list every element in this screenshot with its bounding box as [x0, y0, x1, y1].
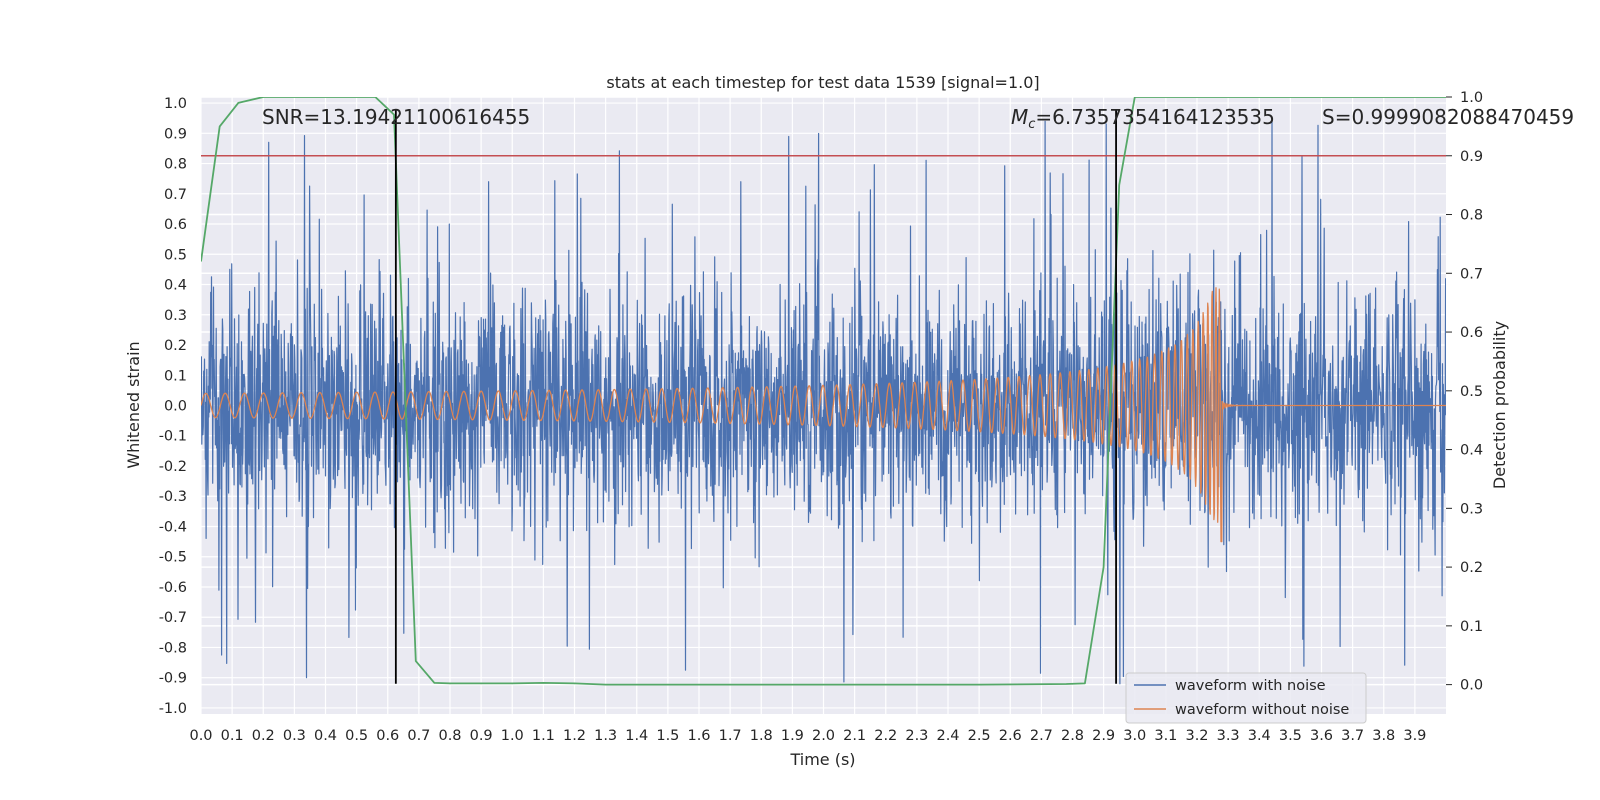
x-tick-label: 0.1 [221, 728, 244, 744]
y-tick-label: 0.4 [164, 278, 187, 294]
x-tick-label: 3.4 [1248, 728, 1271, 744]
x-tick-label: 3.5 [1279, 728, 1302, 744]
legend-label-clean: waveform without noise [1175, 702, 1349, 718]
legend: waveform with noise waveform without noi… [1125, 672, 1367, 724]
x-tick-label: 2.9 [1092, 728, 1115, 744]
y2-axis-label: Detection probability [1490, 321, 1509, 489]
y-tick-label: 0.6 [164, 217, 187, 233]
x-tick-label: 0.4 [314, 728, 337, 744]
x-tick-label: 3.6 [1310, 728, 1333, 744]
x-tick-label: 0.0 [189, 728, 212, 744]
y-tick-label: 0.9 [164, 126, 187, 142]
series-waveform-with-noise [201, 119, 1446, 685]
x-tick-label: 2.4 [936, 728, 959, 744]
y-axis-label: Whitened strain [124, 341, 143, 468]
x-tick-label: 3.8 [1372, 728, 1395, 744]
y-tick-label: 0.2 [164, 338, 187, 354]
x-tick-label: 1.6 [687, 728, 710, 744]
y2-tick-label: 0.6 [1460, 325, 1483, 341]
x-tick-label: 1.0 [501, 728, 524, 744]
x-tick-label: 2.2 [874, 728, 897, 744]
y2-tick-label: 0.5 [1460, 384, 1483, 400]
y-tick-label: -0.3 [159, 489, 187, 505]
x-tick-label: 2.3 [905, 728, 928, 744]
y-tick-label: 0.3 [164, 308, 187, 324]
x-tick-label: 2.6 [999, 728, 1022, 744]
y-tick-label: -1.0 [159, 701, 187, 717]
y2-tick-label: 0.7 [1460, 266, 1483, 282]
y2-tick-label: 1.0 [1460, 90, 1483, 106]
x-tick-label: 3.7 [1341, 728, 1364, 744]
x-tick-label: 1.3 [594, 728, 617, 744]
legend-box [1125, 672, 1367, 724]
y2-tick-label: 0.4 [1460, 443, 1483, 459]
s-annotation: S=0.9999082088470459 [1322, 105, 1574, 129]
y-tick-label: -0.2 [159, 459, 187, 475]
y2-tick-label: 0.3 [1460, 501, 1483, 517]
y-tick-label: -0.1 [159, 429, 187, 445]
x-tick-label: 1.9 [781, 728, 804, 744]
x-tick-label: 2.7 [1030, 728, 1053, 744]
x-tick-label: 1.4 [625, 728, 648, 744]
mc-subscript: c [1028, 117, 1035, 132]
mc-value: =6.7357354164123535 [1035, 105, 1274, 129]
y2-tick-label: 0.0 [1460, 678, 1483, 694]
x-tick-label: 0.3 [283, 728, 306, 744]
x-tick-label: 2.1 [843, 728, 866, 744]
x-tick-label: 0.2 [252, 728, 275, 744]
y-tick-label: 0.1 [164, 368, 187, 384]
chart-title: stats at each timestep for test data 153… [606, 73, 1039, 92]
y2-axis-ticks: 1.0 0.9 0.8 0.7 0.6 0.5 0.4 0.3 0.2 0.1 0.0 [1446, 90, 1483, 694]
y-tick-label: -0.8 [159, 640, 187, 656]
x-tick-label: 3.0 [1123, 728, 1146, 744]
y2-tick-label: 0.2 [1460, 560, 1483, 576]
x-tick-label: 1.7 [719, 728, 742, 744]
y2-tick-label: 0.8 [1460, 208, 1483, 224]
y-tick-label: -0.4 [159, 519, 187, 535]
y-tick-label: -0.5 [159, 550, 187, 566]
snr-annotation: SNR=13.19421100616455 [262, 105, 530, 129]
y-tick-label: 1.0 [164, 96, 187, 112]
x-tick-label: 0.6 [376, 728, 399, 744]
event-markers [394, 109, 1117, 684]
mc-symbol: M [1011, 105, 1028, 129]
x-tick-label: 1.8 [750, 728, 773, 744]
x-axis-label: Time (s) [789, 750, 855, 769]
y-tick-label: 0.7 [164, 187, 187, 203]
series-waveform-without-noise [201, 287, 1446, 543]
x-tick-label: 3.3 [1217, 728, 1240, 744]
y-axis-ticks: 1.0 0.9 0.8 0.7 0.6 0.5 0.4 0.3 0.2 0.1 0.0 -0.1 -0.… [159, 96, 187, 717]
mc-annotation: Mc=6.7357354164123535 [1011, 105, 1275, 132]
x-tick-label: 2.8 [1061, 728, 1084, 744]
x-tick-label: 3.9 [1403, 728, 1426, 744]
x-tick-label: 1.5 [656, 728, 679, 744]
x-tick-label: 3.1 [1154, 728, 1177, 744]
series-detection-probability [201, 97, 1446, 686]
y2-tick-label: 0.9 [1460, 149, 1483, 165]
y-tick-label: 0.8 [164, 157, 187, 173]
y-tick-label: -0.6 [159, 580, 187, 596]
x-tick-label: 1.1 [532, 728, 555, 744]
y-tick-label: -0.9 [159, 671, 187, 687]
legend-label-noise: waveform with noise [1175, 678, 1326, 694]
x-axis-ticks: 0.0 0.1 0.2 0.3 0.4 0.5 0.6 0.7 0.8 0.9 1.0 1.1 1.2 1… [189, 728, 1426, 744]
x-tick-label: 3.2 [1185, 728, 1208, 744]
x-tick-label: 0.5 [345, 728, 368, 744]
x-tick-label: 0.9 [470, 728, 493, 744]
y-tick-label: -0.7 [159, 610, 187, 626]
y-tick-label: 0.5 [164, 247, 187, 263]
x-tick-label: 0.7 [407, 728, 430, 744]
x-tick-label: 0.8 [438, 728, 461, 744]
x-tick-label: 2.0 [812, 728, 835, 744]
y-tick-label: 0.0 [164, 399, 187, 415]
x-tick-label: 1.2 [563, 728, 586, 744]
y2-tick-label: 0.1 [1460, 619, 1483, 635]
x-tick-label: 2.5 [968, 728, 991, 744]
